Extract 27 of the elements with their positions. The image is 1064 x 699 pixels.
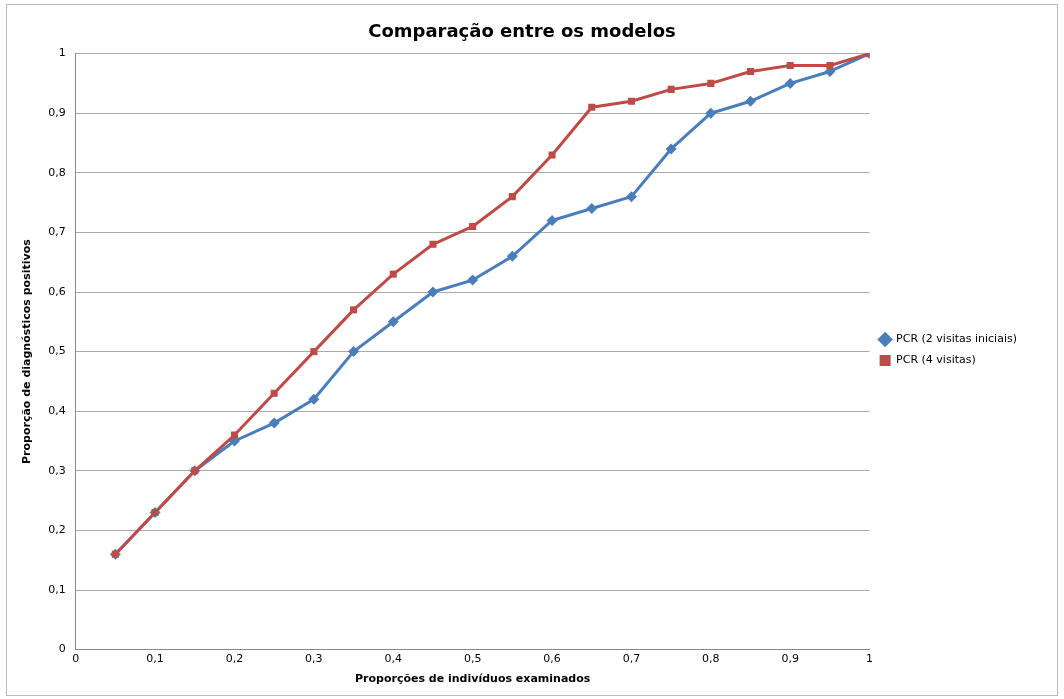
- y-tick-label: 1: [58, 46, 66, 60]
- x-tick-label: 0,6: [543, 652, 561, 666]
- y-tick-label: 0,1: [48, 582, 66, 596]
- y-tick-label: 0,8: [48, 165, 66, 179]
- x-tick-label: 0,2: [225, 652, 244, 666]
- legend-label: PCR (2 visitas iniciais): [896, 332, 1018, 346]
- y-axis-title: Proporção de diagnósticos positivos: [20, 238, 34, 465]
- x-tick-label: 0,1: [146, 652, 164, 666]
- y-tick-label: 0,2: [48, 523, 66, 537]
- y-tick-label: 0: [58, 642, 66, 656]
- x-tick-label: 1: [866, 652, 874, 666]
- y-tick-label: 0,4: [48, 404, 66, 418]
- x-axis-title: Proporções de indivíduos examinados: [355, 672, 591, 686]
- chart-title: Comparação entre os modelos: [368, 20, 676, 42]
- legend-label: PCR (4 visitas): [896, 353, 976, 367]
- x-tick-label: 0,5: [463, 652, 482, 666]
- y-tick-label: 0,9: [48, 106, 66, 120]
- x-tick-label: 0,9: [781, 652, 799, 666]
- y-tick-label: 0,3: [48, 463, 66, 477]
- x-tick-label: 0,4: [384, 652, 403, 666]
- y-tick-label: 0,6: [48, 284, 66, 298]
- y-tick-label: 0,7: [48, 225, 66, 239]
- x-tick-label: 0,3: [305, 652, 323, 666]
- x-tick-label: 0: [72, 652, 80, 666]
- y-tick-label: 0,5: [48, 344, 66, 358]
- x-tick-label: 0,8: [702, 652, 720, 666]
- x-tick-label: 0,7: [622, 652, 641, 666]
